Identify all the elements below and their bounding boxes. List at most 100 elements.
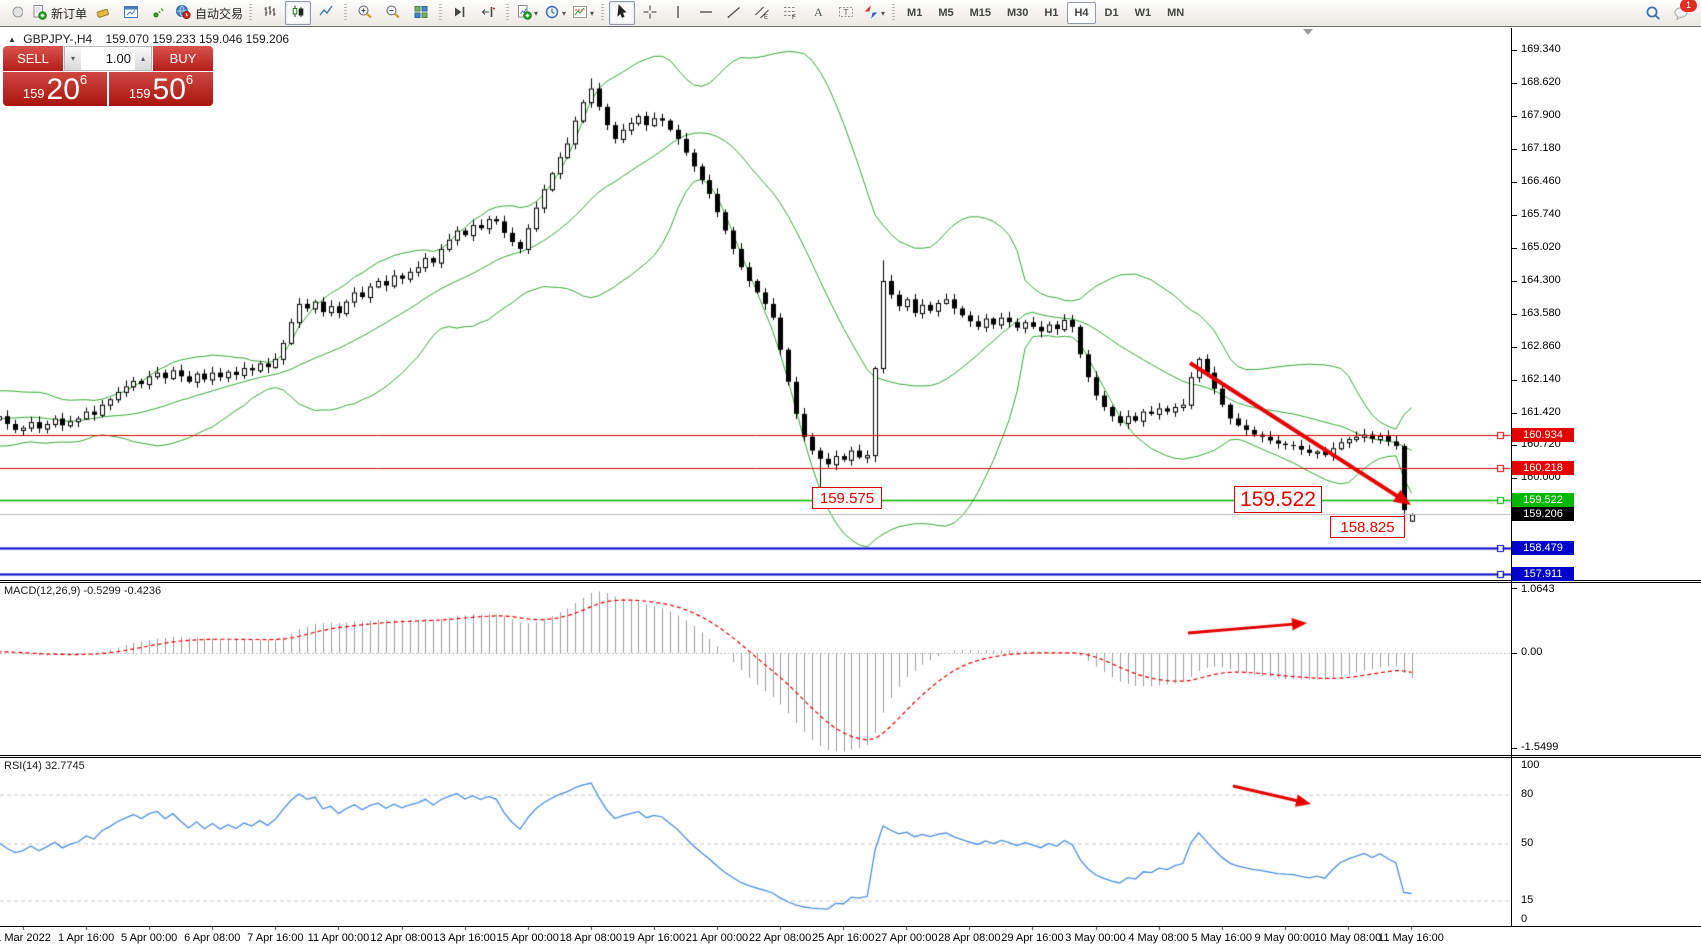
text-button[interactable]: A: [805, 1, 831, 25]
timeframe-m15-button[interactable]: M15: [969, 7, 991, 19]
new-order-button[interactable]: 新订单: [30, 1, 88, 25]
volume-input[interactable]: [81, 47, 135, 70]
price-tick-label: 162.860: [1521, 339, 1561, 352]
price-tick-mark: [1512, 115, 1517, 117]
volume-stepper: ▾ ▴: [64, 46, 152, 71]
rsi-scale-label: 15: [1521, 893, 1534, 906]
signal-icon: [151, 4, 167, 23]
collapse-triangle-icon[interactable]: ▲: [8, 35, 16, 44]
timeframe-mn-button[interactable]: MN: [1167, 7, 1185, 19]
price-annotation-label[interactable]: 159.575: [812, 487, 882, 509]
buy-price-pipette: 6: [185, 72, 194, 87]
vertical-line-button[interactable]: [665, 1, 691, 25]
channel-icon: E: [754, 4, 770, 23]
fibonacci-button[interactable]: F: [777, 1, 803, 25]
cursor-button[interactable]: [609, 1, 636, 25]
price-tick-label: 168.620: [1521, 75, 1561, 88]
buy-button[interactable]: BUY: [153, 46, 213, 71]
line-chart-button[interactable]: [313, 1, 339, 25]
date-label: 4 May 08:00: [1128, 932, 1189, 944]
trendline-button[interactable]: [721, 1, 747, 25]
new-order-button-label: 新订单: [51, 6, 88, 21]
price-tick-mark: [1512, 148, 1517, 150]
sell-price-display[interactable]: 159 20 6: [3, 72, 107, 106]
candlestick-chart-button[interactable]: [285, 1, 312, 25]
date-label: 3 May 00:00: [1065, 932, 1126, 944]
notifications-button[interactable]: 1: [1668, 0, 1697, 26]
price-annotation-label[interactable]: 158.825: [1330, 516, 1405, 538]
panel-separator[interactable]: [0, 755, 1701, 756]
timeframe-d1-button[interactable]: D1: [1104, 7, 1119, 19]
search-icon: [1645, 5, 1661, 24]
zoom-in-icon: [357, 4, 373, 23]
date-label: 11 Apr 00:00: [307, 932, 370, 944]
notification-badge: 1: [1680, 0, 1697, 12]
equidistant-channel-button[interactable]: E: [749, 1, 775, 25]
indicators-icon: [516, 4, 532, 23]
autotrade-button[interactable]: 自动交易: [174, 1, 244, 25]
date-label: 5 May 16:00: [1191, 932, 1252, 944]
macd-indicator-label: MACD(12,26,9) -0.5299 -0.4236: [4, 585, 162, 597]
periods-button[interactable]: ▾: [542, 1, 568, 25]
volume-decrease-button[interactable]: ▾: [65, 47, 81, 70]
timeframe-m5-button[interactable]: M5: [938, 7, 954, 19]
svg-text:F: F: [792, 14, 796, 20]
price-tick-mark: [1512, 82, 1517, 84]
volume-increase-button[interactable]: ▴: [135, 47, 151, 70]
tile-windows-button[interactable]: [408, 1, 434, 25]
shift-icon: [480, 4, 496, 23]
date-label: 25 Apr 16:00: [811, 932, 875, 944]
price-tick-mark: [1512, 412, 1517, 414]
date-label: 28 Apr 08:00: [938, 932, 1001, 944]
price-tick-mark: [1512, 478, 1517, 480]
one-click-trade-panel: SELL ▾ ▴ BUY 159 20 6 159 50 6: [3, 46, 213, 106]
trendline-icon: [726, 4, 742, 23]
toolbar-right-icons: 1: [1639, 0, 1697, 26]
text-label-button[interactable]: T: [833, 1, 859, 25]
auto-scroll-button[interactable]: [447, 1, 473, 25]
price-tick-mark: [1512, 247, 1517, 249]
search-button[interactable]: [1640, 2, 1666, 26]
bar-chart-button[interactable]: [257, 1, 283, 25]
vline-icon: [670, 4, 686, 23]
timeframe-m1-button[interactable]: M1: [907, 7, 923, 19]
date-label: 27 Apr 00:00: [875, 932, 938, 944]
main-toolbar: 新订单 自动交易 ▾ ▾ ▾ E F A T ▾ M1 M5 M15 M30 H1 H4 D1 W1 MN 1: [0, 0, 1701, 27]
templates-button[interactable]: ▾: [570, 1, 596, 25]
timeframe-h4-button[interactable]: H4: [1067, 2, 1096, 24]
line-icon: [318, 4, 334, 23]
timeframe-w1-button[interactable]: W1: [1134, 7, 1152, 19]
arrows-icon: [863, 4, 879, 23]
timeframe-h1-button[interactable]: H1: [1044, 7, 1059, 19]
autoscroll-icon: [452, 4, 468, 23]
zoom-in-button[interactable]: [352, 1, 378, 25]
panel-separator[interactable]: [0, 580, 1701, 581]
arrows-button[interactable]: ▾: [861, 1, 887, 25]
styler-button[interactable]: [90, 1, 116, 25]
panel-separator[interactable]: [0, 757, 1701, 758]
tiles-icon: [413, 4, 429, 23]
date-label: 12 Apr 08:00: [370, 932, 433, 944]
autotrade-button-label: 自动交易: [195, 6, 244, 21]
price-tick-label: 165.740: [1521, 207, 1561, 220]
zoom-out-icon: [385, 4, 401, 23]
price-annotation-label[interactable]: 159.522: [1234, 486, 1322, 513]
open-chart-button[interactable]: [118, 1, 144, 25]
chart-shift-marker[interactable]: [1303, 29, 1313, 35]
price-tick-label: 164.300: [1521, 273, 1561, 286]
sell-button[interactable]: SELL: [3, 46, 63, 71]
indicators-button[interactable]: ▾: [514, 1, 540, 25]
panel-separator[interactable]: [0, 582, 1701, 583]
zoom-out-button[interactable]: [380, 1, 406, 25]
horizontal-line-button[interactable]: [693, 1, 719, 25]
timeframe-m30-button[interactable]: M30: [1007, 7, 1029, 19]
signals-button[interactable]: [146, 1, 172, 25]
app-icon: [7, 4, 24, 23]
clock-icon: [544, 4, 560, 23]
crosshair-button[interactable]: [637, 1, 663, 25]
date-label: 10 May 08:00: [1314, 932, 1382, 944]
buy-price-display[interactable]: 159 50 6: [109, 72, 213, 106]
chart-shift-button[interactable]: [475, 1, 501, 25]
date-label: 22 Apr 08:00: [748, 932, 812, 944]
